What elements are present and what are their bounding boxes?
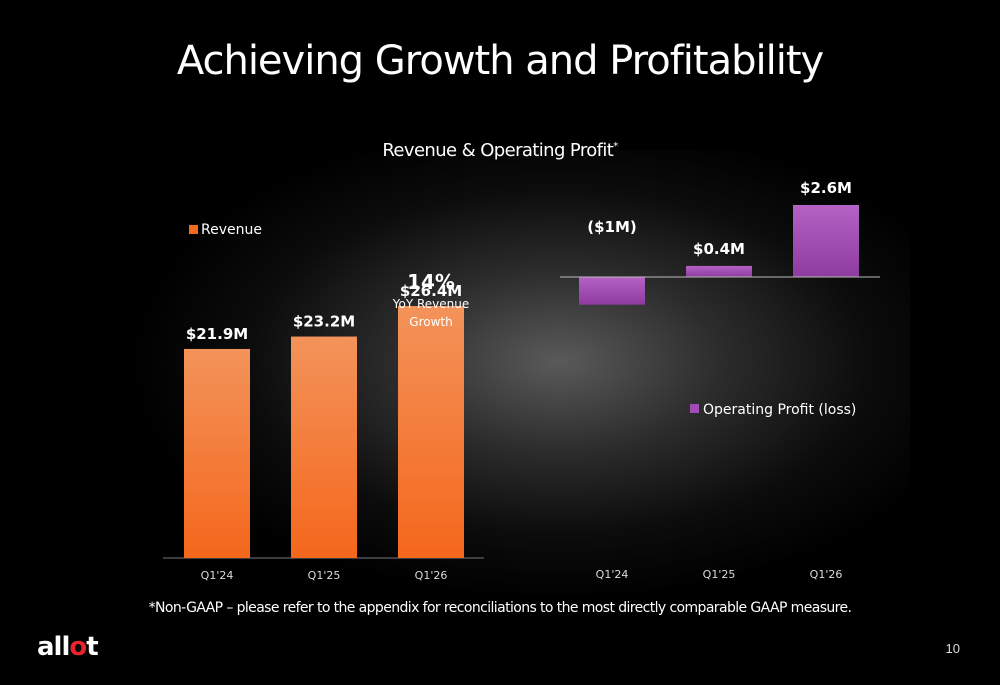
operating-profit-tick-label: Q1'24 [596, 568, 629, 581]
yoy-growth-value: 14% [407, 270, 455, 294]
page-number: 10 [945, 641, 960, 656]
chart-subtitle-text: Revenue & Operating Profit [382, 140, 614, 161]
subtitle-footnote-mark: * [613, 141, 618, 152]
revenue-data-label: $21.9M [186, 325, 248, 343]
operating-profit-bar [793, 205, 859, 277]
background-glow [130, 150, 910, 610]
revenue-data-label: $23.2M [293, 313, 355, 331]
revenue-legend-swatch [189, 225, 198, 234]
yoy-growth-caption-line2: Growth [409, 315, 452, 329]
operating-profit-legend-label: Operating Profit (loss) [703, 402, 856, 418]
revenue-bar [184, 348, 250, 558]
logo-text-prefix: all [37, 632, 70, 662]
operating-profit-tick-label: Q1'25 [703, 568, 736, 581]
operating-profit-legend-swatch [690, 404, 699, 413]
operating-profit-tick-label: Q1'26 [810, 568, 843, 581]
allot-logo: allot [37, 632, 99, 662]
footnote: *Non-GAAP – please refer to the appendix… [148, 600, 852, 616]
chart-subtitle: Revenue & Operating Profit* [0, 140, 1000, 161]
revenue-bar [291, 336, 357, 558]
slide-title: Achieving Growth and Profitability [176, 38, 824, 84]
revenue-data-label: $26.4M [400, 282, 462, 300]
revenue-bar [398, 306, 464, 558]
logo-text-suffix: t [86, 632, 98, 662]
operating-profit-data-label: $0.4M [693, 240, 745, 258]
operating-profit-data-label: ($1M) [587, 218, 637, 236]
operating-profit-bar [579, 277, 645, 305]
revenue-tick-label: Q1'26 [415, 569, 448, 582]
logo-accent-letter: o [69, 632, 87, 662]
revenue-legend-label: Revenue [201, 222, 262, 238]
yoy-growth-caption-line1: YoY Revenue [392, 297, 469, 311]
operating-profit-data-label: $2.6M [800, 179, 852, 197]
operating-profit-bar [686, 265, 752, 277]
revenue-tick-label: Q1'25 [308, 569, 341, 582]
revenue-tick-label: Q1'24 [201, 569, 234, 582]
